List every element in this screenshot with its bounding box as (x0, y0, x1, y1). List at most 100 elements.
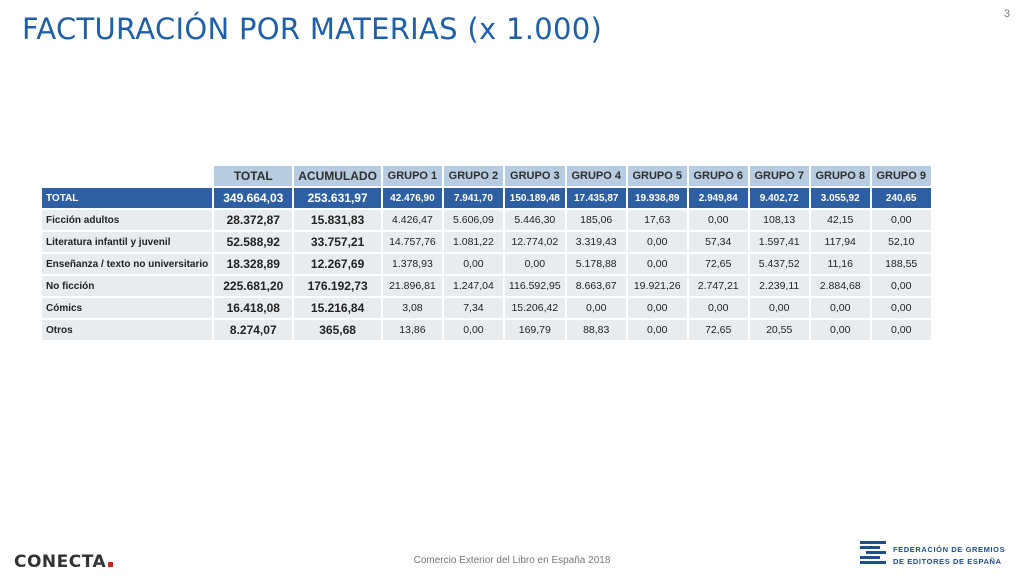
cell-grupo-4: 3.319,43 (566, 232, 626, 252)
cell-grupo-5: 0,00 (627, 254, 687, 274)
table-row: Literatura infantil y juvenil 52.588,92 … (42, 232, 931, 252)
cell-grupo-4: 5.178,88 (566, 254, 626, 274)
federation-line-2: DE EDITORES DE ESPAÑA (893, 557, 1002, 566)
cell-grupo-9: 0,00 (871, 320, 931, 340)
row-label: No ficción (42, 276, 213, 296)
cell-grupo-6: 2.747,21 (688, 276, 748, 296)
cell-grupo-1: 3,08 (382, 298, 442, 318)
cell-grupo-5: 0,00 (627, 320, 687, 340)
cell-grupo-5: 0,00 (627, 232, 687, 252)
table-row: Ficción adultos 28.372,87 15.831,83 4.42… (42, 210, 931, 230)
cell-grupo-7: 2.239,11 (749, 276, 809, 296)
header-grupo-3: GRUPO 3 (504, 166, 565, 186)
federation-line-1: FEDERACIÓN DE GREMIOS (893, 545, 1006, 554)
cell-grupo-9: 52,10 (871, 232, 931, 252)
cell-grupo-4: 88,83 (566, 320, 626, 340)
cell-grupo-2: 7.941,70 (443, 188, 503, 208)
row-label: Ficción adultos (42, 210, 213, 230)
cell-grupo-6: 57,34 (688, 232, 748, 252)
cell-grupo-2: 7,34 (443, 298, 503, 318)
header-grupo-1: GRUPO 1 (382, 166, 442, 186)
cell-acumulado: 253.631,97 (294, 188, 381, 208)
cell-grupo-3: 12.774,02 (504, 232, 565, 252)
footer-caption: Comercio Exterior del Libro en España 20… (413, 555, 611, 566)
cell-grupo-7: 0,00 (749, 298, 809, 318)
header-grupo-4: GRUPO 4 (566, 166, 626, 186)
cell-grupo-9: 0,00 (871, 210, 931, 230)
federation-logo-icon (860, 541, 886, 564)
header-grupo-5: GRUPO 5 (627, 166, 687, 186)
header-blank-cell (42, 166, 212, 186)
cell-acumulado: 15.216,84 (294, 298, 381, 318)
cell-grupo-3: 116.592,95 (504, 276, 565, 296)
cell-grupo-9: 240,65 (871, 188, 931, 208)
header-grupo-6: GRUPO 6 (688, 166, 748, 186)
cell-grupo-5: 19.921,26 (627, 276, 687, 296)
cell-grupo-2: 0,00 (443, 254, 503, 274)
table-row: No ficción 225.681,20 176.192,73 21.896,… (42, 276, 931, 296)
cell-total: 225.681,20 (214, 276, 293, 296)
header-grupo-8: GRUPO 8 (810, 166, 870, 186)
row-label: Literatura infantil y juvenil (42, 232, 213, 252)
cell-total: 28.372,87 (214, 210, 293, 230)
cell-grupo-4: 17.435,87 (566, 188, 626, 208)
cell-grupo-2: 0,00 (443, 320, 503, 340)
cell-grupo-8: 0,00 (810, 298, 870, 318)
cell-grupo-8: 0,00 (810, 320, 870, 340)
cell-acumulado: 12.267,69 (294, 254, 381, 274)
cell-grupo-9: 0,00 (871, 276, 931, 296)
cell-grupo-7: 108,13 (749, 210, 809, 230)
cell-grupo-1: 42.476,90 (382, 188, 442, 208)
cell-acumulado: 15.831,83 (294, 210, 381, 230)
table-row: Enseñanza / texto no universitario 18.32… (42, 254, 931, 274)
cell-grupo-4: 0,00 (566, 298, 626, 318)
cell-total: 8.274,07 (214, 320, 293, 340)
cell-grupo-5: 0,00 (627, 298, 687, 318)
cell-total: 18.328,89 (214, 254, 293, 274)
cell-grupo-2: 5.606,09 (443, 210, 503, 230)
cell-grupo-5: 17,63 (627, 210, 687, 230)
sales-by-subject-table: TOTAL ACUMULADO GRUPO 1 GRUPO 2 GRUPO 3 … (40, 164, 933, 342)
cell-grupo-3: 150.189,48 (504, 188, 565, 208)
cell-total: 52.588,92 (214, 232, 293, 252)
cell-grupo-6: 0,00 (688, 298, 748, 318)
cell-grupo-3: 0,00 (504, 254, 565, 274)
cell-grupo-6: 2.949,84 (688, 188, 748, 208)
header-grupo-7: GRUPO 7 (749, 166, 809, 186)
header-total: TOTAL (214, 166, 293, 186)
cell-acumulado: 365,68 (294, 320, 381, 340)
cell-grupo-6: 72,65 (688, 254, 748, 274)
cell-grupo-3: 169,79 (504, 320, 565, 340)
logo-dot-icon (108, 562, 114, 567)
cell-grupo-3: 15.206,42 (504, 298, 565, 318)
page-title: FACTURACIÓN POR MATERIAS (x 1.000) (22, 12, 603, 46)
row-label: Cómics (42, 298, 213, 318)
cell-grupo-4: 185,06 (566, 210, 626, 230)
cell-grupo-8: 2.884,68 (810, 276, 870, 296)
cell-grupo-9: 188,55 (871, 254, 931, 274)
row-label: Otros (42, 320, 213, 340)
table-row: Cómics 16.418,08 15.216,84 3,08 7,34 15.… (42, 298, 931, 318)
cell-grupo-7: 9.402,72 (749, 188, 809, 208)
cell-total: 16.418,08 (214, 298, 293, 318)
cell-total: 349.664,03 (214, 188, 293, 208)
table-row: Otros 8.274,07 365,68 13,86 0,00 169,79 … (42, 320, 931, 340)
cell-acumulado: 176.192,73 (294, 276, 381, 296)
conecta-logo-text: CONECTA (14, 552, 107, 572)
cell-grupo-6: 72,65 (688, 320, 748, 340)
cell-grupo-7: 20,55 (749, 320, 809, 340)
cell-grupo-1: 21.896,81 (382, 276, 442, 296)
cell-grupo-7: 1.597,41 (749, 232, 809, 252)
cell-grupo-1: 14.757,76 (382, 232, 442, 252)
cell-grupo-6: 0,00 (688, 210, 748, 230)
cell-grupo-8: 42,15 (810, 210, 870, 230)
cell-grupo-4: 8.663,67 (566, 276, 626, 296)
cell-grupo-1: 13,86 (382, 320, 442, 340)
header-grupo-9: GRUPO 9 (871, 166, 931, 186)
row-label: Enseñanza / texto no universitario (42, 254, 213, 274)
cell-grupo-8: 11,16 (810, 254, 870, 274)
conecta-logo: CONECTA (14, 552, 114, 572)
federation-logo-text: FEDERACIÓN DE GREMIOS DE EDITORES DE ESP… (893, 544, 1005, 568)
table-header-row: TOTAL ACUMULADO GRUPO 1 GRUPO 2 GRUPO 3 … (42, 166, 931, 186)
table-row-total: TOTAL 349.664,03 253.631,97 42.476,90 7.… (42, 188, 931, 208)
